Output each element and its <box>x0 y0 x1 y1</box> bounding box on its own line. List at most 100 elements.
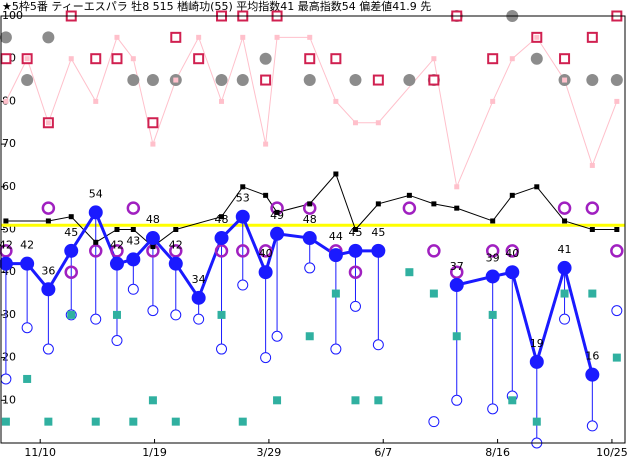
data-label: 39 <box>486 251 500 264</box>
point <box>371 243 386 258</box>
point <box>20 256 35 271</box>
point <box>490 98 496 104</box>
data-label: 42 <box>20 239 34 252</box>
point <box>586 74 599 87</box>
point <box>428 416 440 428</box>
point <box>402 201 417 215</box>
point <box>331 289 340 298</box>
point <box>41 201 56 215</box>
point <box>147 117 159 129</box>
point <box>147 305 159 317</box>
point <box>589 227 595 232</box>
point <box>328 248 343 263</box>
point <box>487 53 499 65</box>
point <box>487 403 499 415</box>
data-label: 48 <box>146 213 160 226</box>
point <box>45 218 51 224</box>
point <box>349 300 361 312</box>
point <box>238 417 247 426</box>
point <box>505 244 520 258</box>
data-label: 40 <box>259 247 273 260</box>
point <box>127 283 139 295</box>
y-tick-label: 70 <box>2 137 16 150</box>
y-tick-label: 30 <box>2 308 16 321</box>
point <box>237 279 249 291</box>
point <box>485 244 500 258</box>
point <box>505 265 520 280</box>
point <box>0 256 13 271</box>
point <box>307 201 313 207</box>
point <box>263 141 269 147</box>
point <box>612 353 621 362</box>
point <box>216 343 228 355</box>
point <box>374 396 383 405</box>
point <box>614 227 620 232</box>
x-tick-label: 1/19 <box>142 446 167 459</box>
point <box>93 239 99 245</box>
point <box>0 244 13 258</box>
data-label: 53 <box>236 192 250 205</box>
point <box>114 34 120 40</box>
data-label: 43 <box>126 234 140 247</box>
point <box>258 244 273 258</box>
point <box>240 34 246 40</box>
point <box>68 56 74 62</box>
data-label: 16 <box>585 350 599 363</box>
point <box>304 262 316 274</box>
point <box>67 310 76 319</box>
point <box>557 201 572 215</box>
point <box>24 56 30 62</box>
point <box>449 278 464 293</box>
point <box>168 256 183 271</box>
point <box>452 332 461 341</box>
point <box>110 244 124 258</box>
point <box>3 218 9 224</box>
point <box>305 332 314 341</box>
point <box>352 227 358 232</box>
point <box>429 289 438 298</box>
point <box>403 74 416 87</box>
point <box>303 74 316 87</box>
x-tick-label: 10/25 <box>596 446 628 459</box>
point <box>214 244 229 258</box>
y-tick-label: 20 <box>2 351 16 364</box>
data-label: 40 <box>505 247 519 260</box>
data-label: 48 <box>303 213 317 226</box>
point <box>193 53 205 65</box>
point <box>150 244 156 250</box>
point <box>258 265 273 280</box>
point <box>109 256 124 271</box>
point <box>372 74 384 86</box>
point <box>529 354 544 369</box>
point <box>349 74 362 87</box>
point <box>114 227 120 232</box>
point <box>112 310 121 319</box>
data-label: 44 <box>329 230 343 243</box>
point <box>454 205 460 211</box>
point <box>451 394 463 406</box>
point <box>351 396 360 405</box>
point <box>3 98 9 104</box>
data-label: 42 <box>169 239 183 252</box>
point <box>611 305 623 317</box>
point <box>302 231 317 246</box>
point <box>585 367 600 382</box>
y-tick-label: 80 <box>2 94 16 107</box>
point <box>260 74 272 86</box>
data-label: 36 <box>41 264 55 277</box>
x-tick-label: 3/29 <box>257 446 282 459</box>
point <box>330 53 342 65</box>
point <box>219 214 225 220</box>
data-label: 45 <box>371 226 385 239</box>
point <box>333 171 339 177</box>
point <box>215 74 228 87</box>
point <box>534 184 540 190</box>
point <box>271 330 283 342</box>
point <box>557 260 572 275</box>
point <box>560 289 569 298</box>
point <box>330 343 342 355</box>
point <box>610 244 624 258</box>
x-tick-label: 6/7 <box>374 446 392 459</box>
point <box>260 352 272 364</box>
